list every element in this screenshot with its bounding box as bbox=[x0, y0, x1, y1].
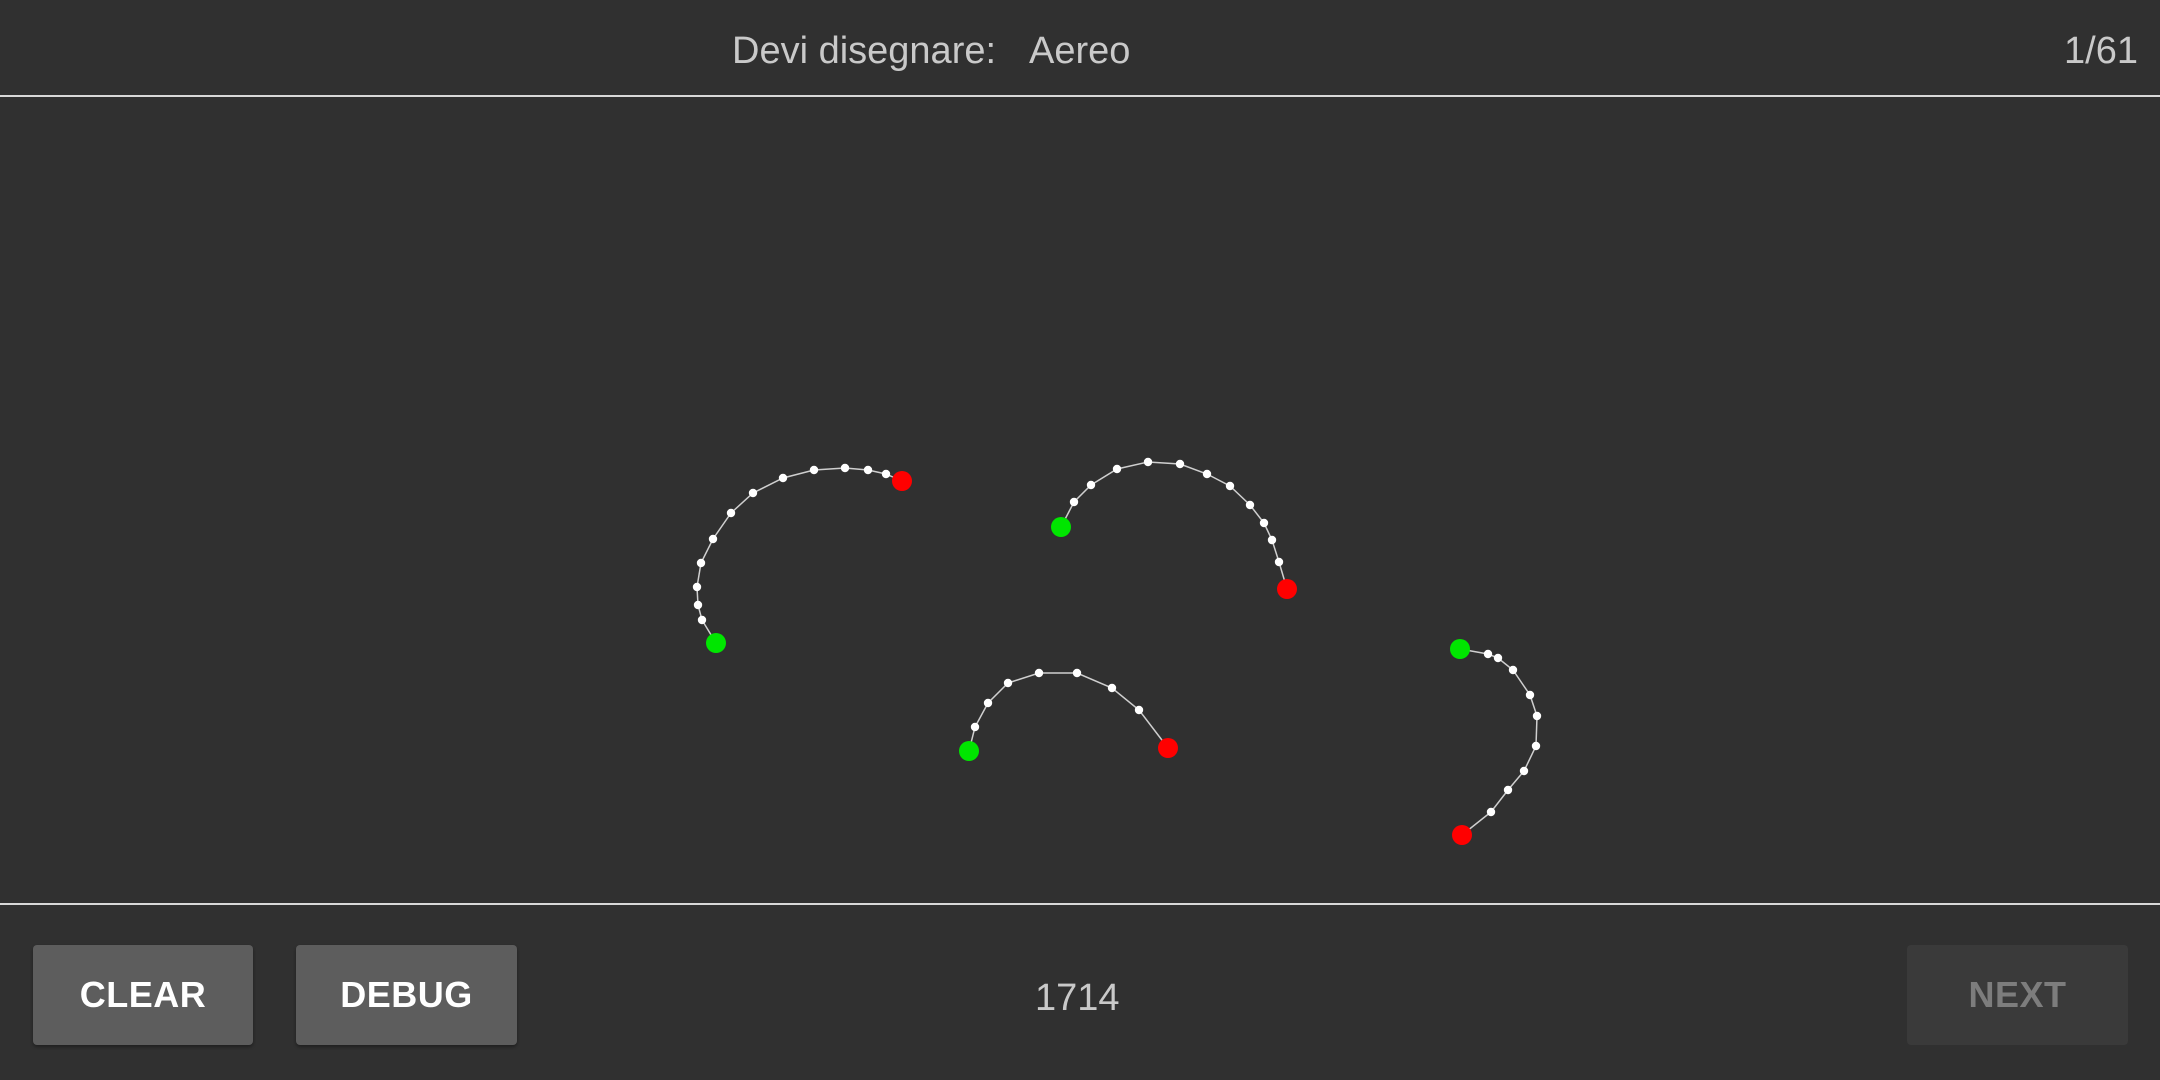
stroke-4-point bbox=[1531, 741, 1541, 751]
stroke-2-point bbox=[1202, 469, 1212, 479]
stroke-3-end-point bbox=[1158, 738, 1178, 758]
progress-counter: 1/61 bbox=[2064, 30, 2138, 72]
stroke-1-point bbox=[693, 600, 703, 610]
stroke-2-point bbox=[1225, 481, 1235, 491]
stroke-3 bbox=[959, 668, 1178, 761]
stroke-1 bbox=[692, 463, 912, 653]
stroke-4 bbox=[1450, 639, 1542, 845]
score-value: 1714 bbox=[1035, 977, 1120, 1019]
stroke-2-point bbox=[1143, 457, 1153, 467]
stroke-1-point bbox=[840, 463, 850, 473]
stroke-4-point bbox=[1486, 807, 1496, 817]
stroke-1-point bbox=[708, 534, 718, 544]
stroke-4-line bbox=[1459, 648, 1538, 836]
stroke-3-point bbox=[1034, 668, 1044, 678]
stroke-2-point bbox=[1175, 459, 1185, 469]
stroke-1-point bbox=[809, 465, 819, 475]
stroke-4-point bbox=[1483, 649, 1493, 659]
stroke-1-point bbox=[778, 473, 788, 483]
stroke-4-start-point bbox=[1450, 639, 1470, 659]
stroke-2-point bbox=[1267, 535, 1277, 545]
bottom-bar: CLEAR DEBUG 1714 NEXT bbox=[0, 903, 2160, 1080]
stroke-2-line bbox=[1060, 461, 1288, 590]
drawing-canvas[interactable] bbox=[0, 97, 2160, 903]
stroke-4-point bbox=[1508, 665, 1518, 675]
prompt-label: Devi disegnare: bbox=[732, 30, 997, 72]
stroke-4-point bbox=[1493, 653, 1503, 663]
stroke-4-point bbox=[1525, 690, 1535, 700]
stroke-3-point bbox=[970, 722, 980, 732]
stroke-3-start-point bbox=[959, 741, 979, 761]
clear-button[interactable]: CLEAR bbox=[33, 945, 253, 1045]
stroke-2-start-point bbox=[1051, 517, 1071, 537]
stroke-1-point bbox=[748, 488, 758, 498]
debug-button[interactable]: DEBUG bbox=[296, 945, 517, 1045]
stroke-2-point bbox=[1086, 480, 1096, 490]
prompt-word: Aereo bbox=[1029, 30, 1131, 72]
stroke-4-point bbox=[1519, 766, 1529, 776]
stroke-1-point bbox=[692, 582, 702, 592]
stroke-2-point bbox=[1259, 518, 1269, 528]
stroke-2-point bbox=[1245, 500, 1255, 510]
stroke-1-start-point bbox=[706, 633, 726, 653]
stroke-1-point bbox=[696, 558, 706, 568]
stroke-2-point bbox=[1274, 557, 1284, 567]
stroke-2-point bbox=[1069, 497, 1079, 507]
stroke-2-point bbox=[1112, 464, 1122, 474]
stroke-3-point bbox=[1003, 678, 1013, 688]
stroke-2 bbox=[1051, 457, 1297, 599]
stroke-3-point bbox=[1107, 683, 1117, 693]
stroke-1-point bbox=[726, 508, 736, 518]
stroke-1-point bbox=[697, 615, 707, 625]
stroke-3-point bbox=[983, 698, 993, 708]
stroke-4-point bbox=[1503, 785, 1513, 795]
stroke-4-end-point bbox=[1452, 825, 1472, 845]
top-bar: Devi disegnare: Aereo 1/61 bbox=[0, 0, 2160, 97]
stroke-3-point bbox=[1134, 705, 1144, 715]
next-button[interactable]: NEXT bbox=[1907, 945, 2128, 1045]
stroke-1-end-point bbox=[892, 471, 912, 491]
stroke-1-point bbox=[881, 469, 891, 479]
stroke-4-point bbox=[1532, 711, 1542, 721]
stroke-1-point bbox=[863, 465, 873, 475]
stroke-2-end-point bbox=[1277, 579, 1297, 599]
stroke-3-point bbox=[1072, 668, 1082, 678]
stroke-1-line bbox=[696, 467, 903, 644]
